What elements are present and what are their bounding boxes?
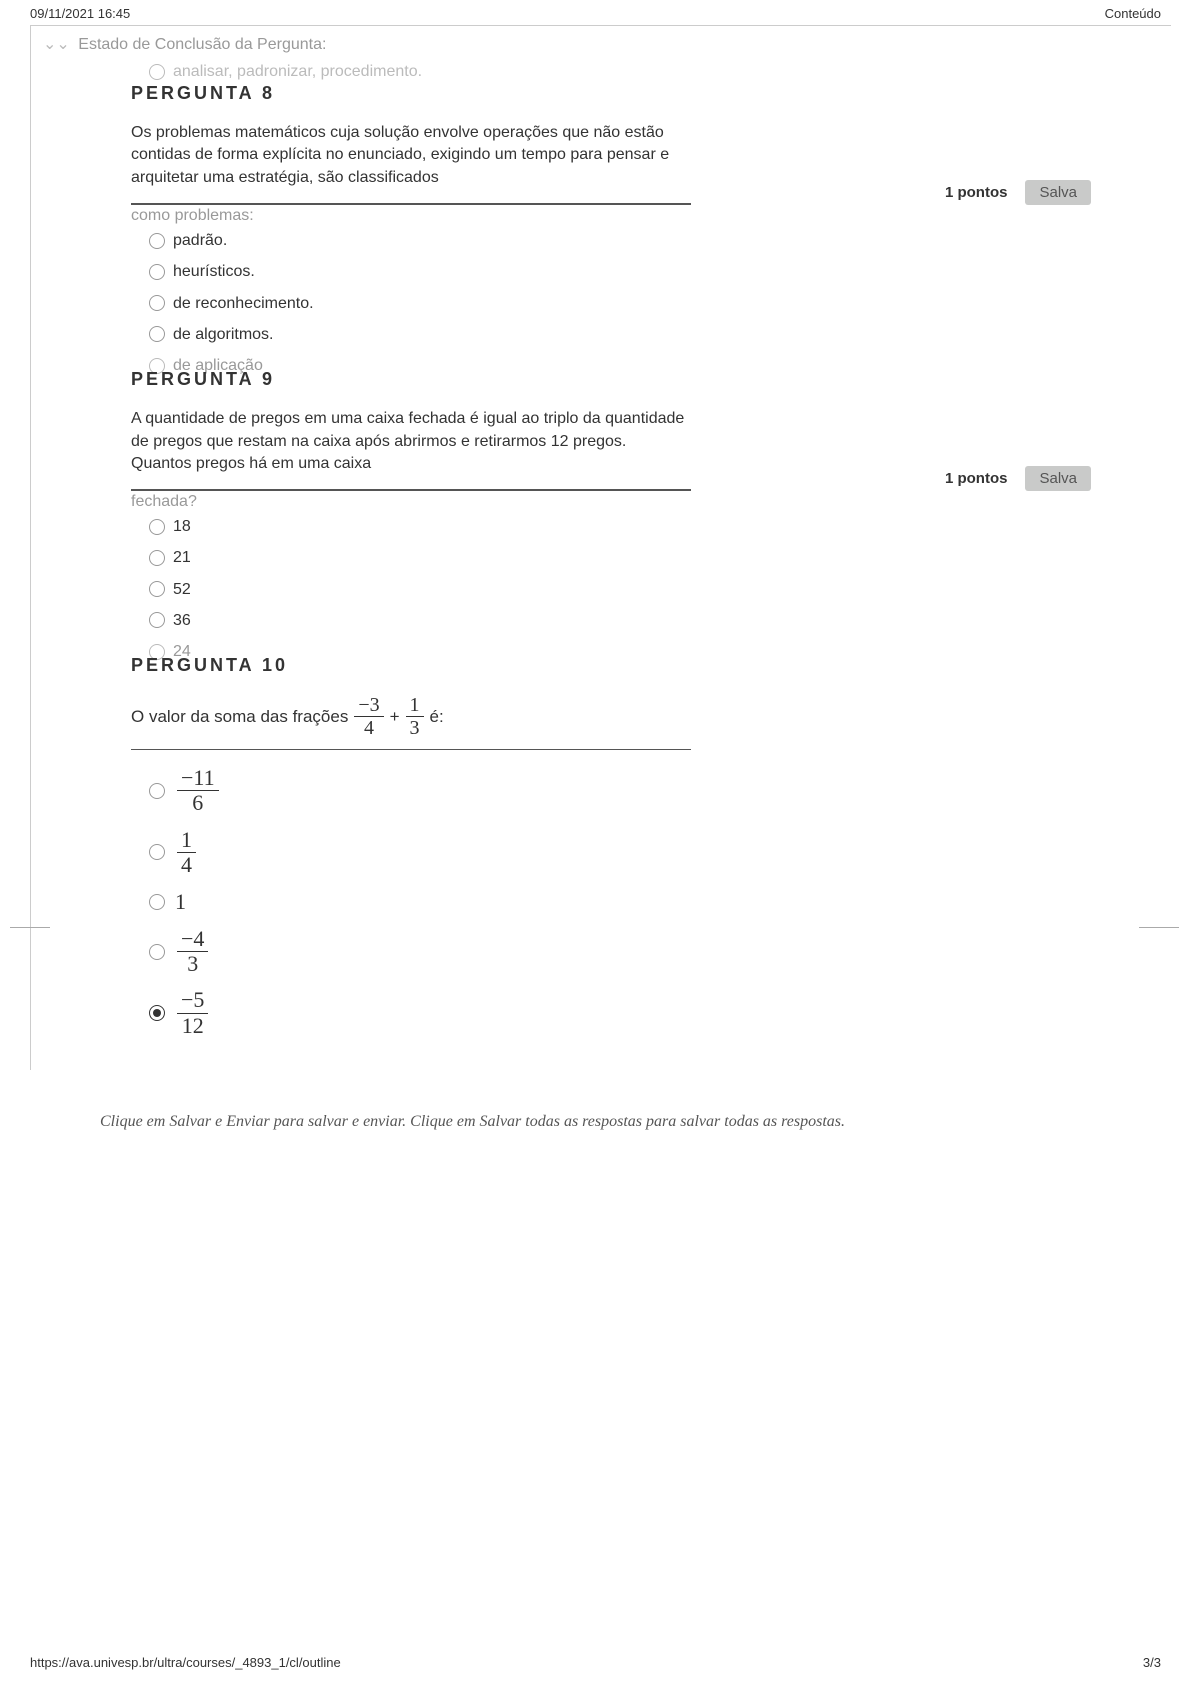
question-10-text: O valor da soma das frações −34 + 13 é: (131, 694, 691, 739)
q9-option-3[interactable]: 52 (149, 574, 1091, 605)
radio-icon (149, 295, 165, 311)
fraction-2: 13 (406, 694, 424, 739)
q9-option-1[interactable]: 18 (149, 511, 1091, 542)
frac1-den: 4 (360, 717, 378, 739)
radio-icon (149, 64, 165, 80)
q8-option-2[interactable]: heurísticos. (149, 256, 1091, 287)
q10-option-3[interactable]: 1 (149, 883, 1091, 921)
frac1-num: −3 (354, 694, 383, 717)
collapse-icon: ⌄⌄ (43, 34, 70, 54)
margin-tick-right (1139, 927, 1179, 928)
doc-title: Conteúdo (1105, 6, 1161, 21)
prev-option-label: analisar, padronizar, procedimento. (173, 63, 422, 81)
radio-icon (149, 944, 165, 960)
status-badge: Salva (1025, 180, 1091, 205)
opt-den: 12 (178, 1014, 208, 1038)
status-bar: ⌄⌄ Estado de Conclusão da Pergunta: (31, 26, 1171, 63)
prev-question-option-cut: analisar, padronizar, procedimento. (149, 63, 1091, 81)
q10-prefix: O valor da soma das frações (131, 707, 348, 727)
opt-num: 1 (177, 828, 196, 853)
points-label: 1 pontos (945, 184, 1008, 201)
q8-opt1-label: padrão. (173, 231, 227, 250)
q9-option-4[interactable]: 36 (149, 605, 1091, 636)
radio-icon (149, 326, 165, 342)
q10-opt1-frac: −116 (177, 766, 219, 815)
footer-page: 3/3 (1143, 1655, 1161, 1670)
radio-icon (149, 612, 165, 628)
q10-option-5[interactable]: −512 (149, 982, 1091, 1043)
question-8-lastline: como problemas: (131, 204, 691, 225)
status-label: Estado de Conclusão da Pergunta: (78, 36, 326, 53)
question-9-points: 1 pontos Salva (945, 466, 1091, 491)
q10-option-4[interactable]: −43 (149, 921, 1091, 982)
q8-opt2-label: heurísticos. (173, 262, 255, 281)
q8-opt4-label: de algoritmos. (173, 325, 274, 344)
q9-opt2-label: 21 (173, 548, 191, 567)
question-10-title: PERGUNTA 10 (131, 655, 1091, 676)
points-label: 1 pontos (945, 470, 1008, 487)
q10-opt2-frac: 14 (177, 828, 196, 877)
question-8-text: Os problemas matemáticos cuja solução en… (131, 122, 691, 189)
question-10: PERGUNTA 10 O valor da soma das frações … (131, 655, 1091, 1044)
radio-icon (149, 581, 165, 597)
frac2-num: 1 (406, 694, 424, 717)
status-badge: Salva (1025, 466, 1091, 491)
question-9-text: A quantidade de pregos em uma caixa fech… (131, 408, 691, 475)
margin-tick-left (10, 927, 50, 928)
q9-opt4-label: 36 (173, 611, 191, 630)
q10-suffix: é: (430, 707, 444, 727)
frac2-den: 3 (406, 717, 424, 739)
q8-option-1[interactable]: padrão. (149, 225, 1091, 256)
q9-opt1-label: 18 (173, 517, 191, 536)
q10-option-1[interactable]: −116 (149, 760, 1091, 821)
q9-opt3-label: 52 (173, 580, 191, 599)
question-8: PERGUNTA 8 Os problemas matemáticos cuja… (131, 83, 1091, 381)
q10-opt3-plain: 1 (175, 889, 186, 915)
q8-option-3[interactable]: de reconhecimento. (149, 288, 1091, 319)
q10-opt5-frac: −512 (177, 988, 208, 1037)
opt-num: −4 (177, 927, 208, 952)
footer-url: https://ava.univesp.br/ultra/courses/_48… (30, 1655, 341, 1670)
q8-option-4[interactable]: de algoritmos. (149, 319, 1091, 350)
radio-icon (149, 783, 165, 799)
opt-num: −5 (177, 988, 208, 1013)
question-8-title: PERGUNTA 8 (131, 83, 1091, 104)
print-datetime: 09/11/2021 16:45 (30, 6, 130, 21)
q10-option-2[interactable]: 14 (149, 822, 1091, 883)
radio-icon (149, 519, 165, 535)
question-9-lastline: fechada? (131, 490, 691, 511)
question-9: PERGUNTA 9 A quantidade de pregos em uma… (131, 369, 1091, 667)
plus-sign: + (390, 707, 400, 727)
question-8-points: 1 pontos Salva (945, 180, 1091, 205)
question-9-title: PERGUNTA 9 (131, 369, 1091, 390)
content-frame: ⌄⌄ Estado de Conclusão da Pergunta: anal… (30, 25, 1171, 1070)
radio-icon-selected (149, 1005, 165, 1021)
opt-den: 3 (183, 952, 202, 976)
radio-icon (149, 264, 165, 280)
radio-icon (149, 233, 165, 249)
opt-den: 6 (188, 791, 207, 815)
footer-instruction: Clique em Salvar e Enviar para salvar e … (100, 1110, 1071, 1134)
q8-opt3-label: de reconhecimento. (173, 294, 314, 313)
radio-icon (149, 844, 165, 860)
radio-icon (149, 550, 165, 566)
opt-num: −11 (177, 766, 219, 791)
q10-opt4-frac: −43 (177, 927, 208, 976)
radio-icon (149, 894, 165, 910)
fraction-1: −34 (354, 694, 383, 739)
q9-option-2[interactable]: 21 (149, 542, 1091, 573)
opt-den: 4 (177, 853, 196, 877)
